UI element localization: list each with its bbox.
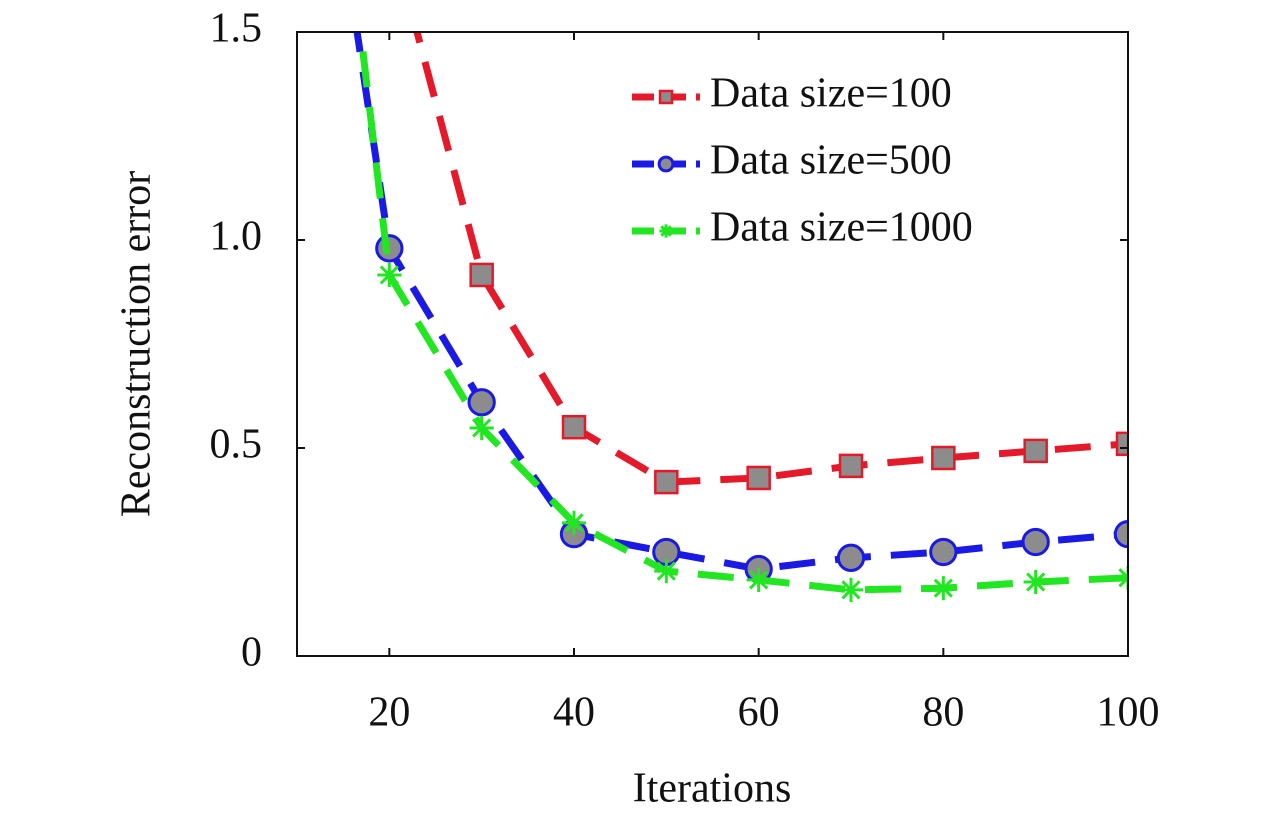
x-tick-label: 20 bbox=[368, 690, 410, 736]
marker bbox=[659, 224, 673, 238]
marker bbox=[654, 469, 679, 495]
y-tick-label: 0 bbox=[241, 630, 262, 676]
marker bbox=[1023, 438, 1048, 464]
marker bbox=[469, 415, 494, 441]
plot-frame bbox=[296, 31, 1129, 657]
marker bbox=[838, 577, 864, 602]
x-tick-label: 60 bbox=[738, 690, 780, 736]
marker bbox=[469, 262, 494, 288]
y-axis-label: Reconstruction error bbox=[114, 171, 160, 517]
legend-label: Data size=1000 bbox=[710, 205, 973, 251]
marker bbox=[657, 155, 675, 173]
marker bbox=[1115, 431, 1128, 457]
y-tick-label: 0.5 bbox=[210, 422, 263, 468]
x-axis-label: Iterations bbox=[633, 766, 792, 812]
plot-area bbox=[353, 32, 1128, 602]
series-line bbox=[357, 32, 1128, 594]
marker bbox=[467, 388, 496, 417]
marker bbox=[377, 262, 402, 288]
x-tick-label: 100 bbox=[1097, 690, 1160, 736]
marker bbox=[561, 414, 587, 440]
y-tick-label: 1.5 bbox=[210, 6, 263, 52]
marker bbox=[746, 465, 771, 491]
marker bbox=[836, 543, 866, 572]
marker bbox=[929, 537, 958, 567]
x-tick-label: 40 bbox=[553, 690, 595, 736]
legend-label: Data size=500 bbox=[710, 138, 952, 184]
marker bbox=[1021, 527, 1050, 557]
marker bbox=[658, 89, 674, 105]
marker bbox=[931, 445, 956, 471]
y-tick-label: 1.0 bbox=[210, 214, 263, 260]
marker bbox=[838, 453, 864, 479]
marker bbox=[746, 567, 771, 592]
marker bbox=[931, 576, 956, 601]
marker bbox=[654, 559, 679, 584]
marker bbox=[561, 510, 587, 535]
x-tick-label: 80 bbox=[922, 690, 964, 736]
marker bbox=[1023, 569, 1048, 595]
legend-label: Data size=100 bbox=[710, 71, 952, 117]
